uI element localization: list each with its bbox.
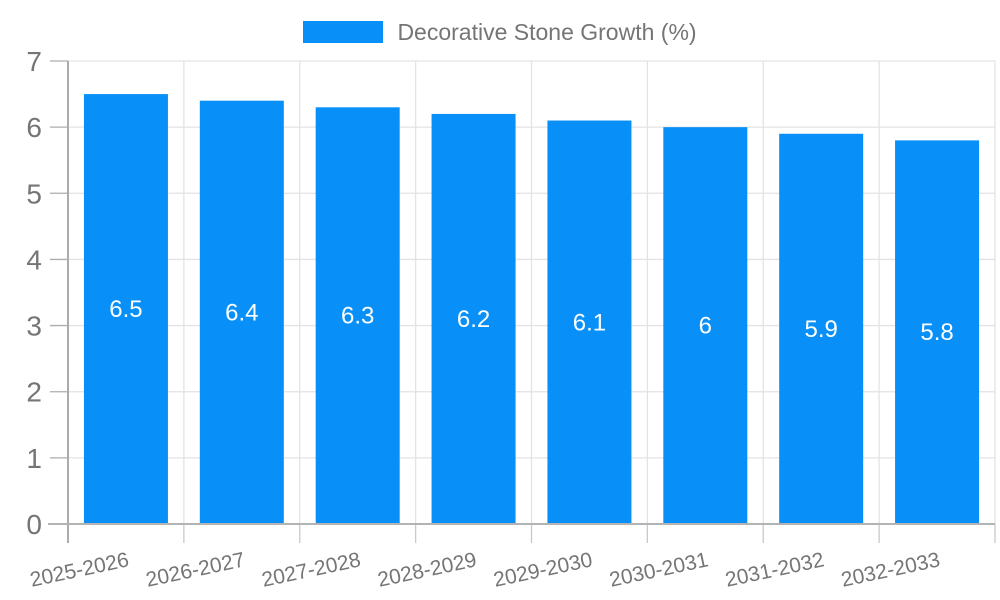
- x-axis-label: 2030-2031: [607, 548, 710, 591]
- y-axis-tick-label: 5: [26, 178, 42, 209]
- bar-value-label: 6.4: [225, 299, 258, 326]
- y-axis-tick-label: 7: [26, 46, 42, 77]
- legend-label: Decorative Stone Growth (%): [397, 19, 697, 45]
- bar-value-label: 6.5: [109, 296, 142, 323]
- y-axis-tick-label: 3: [26, 311, 42, 342]
- x-axis-label: 2027-2028: [260, 548, 363, 591]
- bar-value-label: 5.8: [920, 319, 953, 346]
- x-axis-label: 2029-2030: [491, 548, 594, 591]
- bar-2029-2030[interactable]: [547, 120, 632, 525]
- bar-2030-2031[interactable]: [663, 127, 748, 525]
- legend-swatch: [303, 21, 384, 43]
- y-axis-tick-label: 6: [26, 112, 42, 143]
- bar-2027-2028[interactable]: [315, 107, 400, 525]
- bar-value-label: 6.3: [341, 303, 374, 330]
- bar-2032-2033[interactable]: [895, 140, 980, 524]
- bar-2025-2026[interactable]: [83, 94, 168, 525]
- bar-value-label: 5.9: [805, 316, 838, 343]
- x-axis-label: 2025-2026: [28, 548, 131, 591]
- bar-2028-2029[interactable]: [431, 113, 516, 525]
- x-axis-label: 2032-2033: [839, 548, 942, 591]
- chart-legend: Decorative Stone Growth (%): [0, 20, 1000, 44]
- y-axis-tick-label: 1: [26, 443, 42, 474]
- y-axis-tick-label: 0: [26, 509, 42, 540]
- bar-value-label: 6.2: [457, 306, 490, 333]
- y-axis-tick-label: 4: [26, 244, 42, 275]
- bar-value-label: 6.1: [573, 309, 606, 336]
- x-axis-label: 2028-2029: [376, 548, 479, 591]
- y-axis-tick-label: 2: [26, 377, 42, 408]
- x-axis-label: 2031-2032: [723, 548, 826, 591]
- bar-2031-2032[interactable]: [779, 133, 864, 524]
- bar-2026-2027[interactable]: [199, 100, 284, 524]
- x-axis-label: 2026-2027: [144, 548, 247, 591]
- bar-value-label: 6: [699, 313, 712, 340]
